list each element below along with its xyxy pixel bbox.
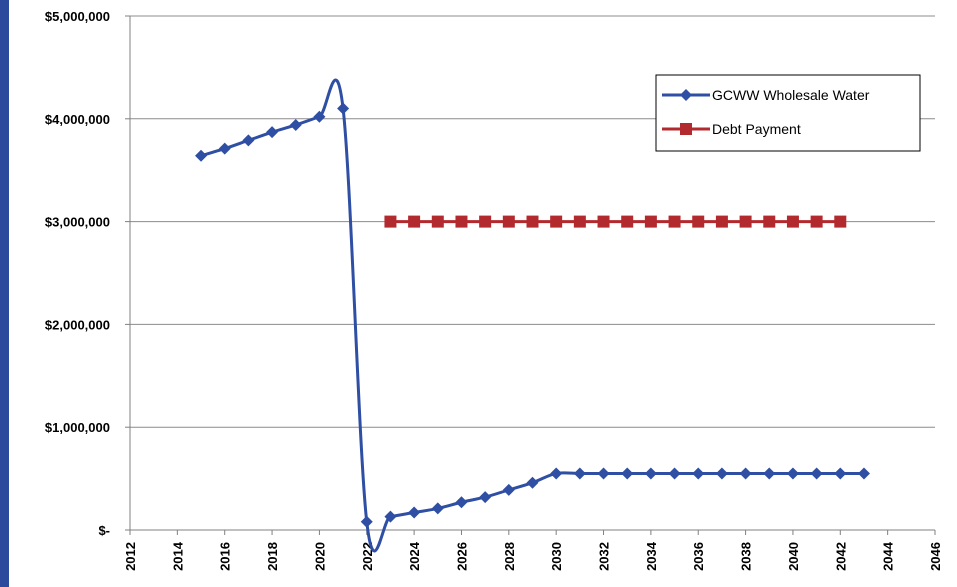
series-layer [195, 78, 870, 553]
data-point-diamond [479, 491, 492, 504]
y-tick-label: $3,000,000 [45, 215, 110, 230]
data-point-diamond [242, 134, 255, 147]
data-point-square [834, 215, 847, 228]
data-point-square [408, 215, 421, 228]
data-point-diamond [644, 467, 657, 480]
data-point-diamond [834, 467, 847, 480]
data-point-diamond [502, 483, 515, 496]
x-tick-label: 2012 [123, 542, 138, 571]
legend-label: GCWW Wholesale Water [712, 87, 870, 103]
data-point-square [692, 215, 705, 228]
legend-label: Debt Payment [712, 121, 801, 137]
data-point-square [550, 215, 563, 228]
x-tick-label: 2024 [407, 541, 422, 571]
data-point-square [384, 215, 397, 228]
y-axis-tick-labels: $- $1,000,000 $2,000,000 $3,000,000 $4,000,0… [45, 9, 110, 538]
y-tick-label: $1,000,000 [45, 420, 110, 435]
data-point-diamond [195, 149, 208, 162]
y-tick-label: $5,000,000 [45, 9, 110, 24]
y-tick-label: $2,000,000 [45, 317, 110, 332]
x-tick-label: 2042 [833, 542, 848, 571]
data-point-diamond [550, 467, 563, 480]
data-point-diamond [763, 467, 776, 480]
x-tick-label: 2030 [549, 542, 564, 571]
legend-box [655, 74, 921, 152]
y-tick-label: $4,000,000 [45, 112, 110, 127]
data-point-diamond [526, 476, 539, 489]
data-point-square [455, 215, 468, 228]
x-tick-label: 2044 [881, 541, 896, 571]
data-point-square [431, 215, 444, 228]
data-point-square [668, 215, 681, 228]
data-point-diamond [455, 496, 468, 509]
data-point-square [786, 215, 799, 228]
data-point-diamond [857, 467, 870, 480]
data-point-diamond [337, 102, 350, 115]
data-point-diamond [266, 126, 279, 139]
data-point-square [502, 215, 515, 228]
legend-item: GCWW Wholesale Water [662, 87, 870, 103]
data-point-diamond [431, 502, 444, 515]
data-point-square [573, 215, 586, 228]
legend: GCWW Wholesale Water Debt Payment [655, 74, 921, 152]
data-point-diamond [573, 467, 586, 480]
x-axis-tick-labels: 2012 2014 2016 2018 2020 2022 2024 2026 2028 2030… [123, 541, 943, 571]
data-point-diamond [597, 467, 610, 480]
series-debt-payment [384, 215, 847, 228]
data-point-diamond [313, 110, 326, 123]
x-tick-label: 2046 [928, 542, 943, 571]
x-tick-label: 2034 [644, 541, 659, 571]
data-point-diamond [218, 142, 231, 155]
x-tick-label: 2026 [454, 542, 469, 571]
data-point-square [479, 215, 492, 228]
data-point-square [810, 215, 823, 228]
x-tick-label: 2016 [218, 542, 233, 571]
legend-swatch-marker [680, 89, 692, 101]
data-point-square [739, 215, 752, 228]
data-point-square [715, 215, 728, 228]
x-tick-label: 2028 [502, 542, 517, 571]
data-point-square [621, 215, 634, 228]
y-tick-label: $- [98, 523, 110, 538]
data-point-diamond [384, 510, 397, 523]
x-tick-label: 2036 [691, 542, 706, 571]
legend-swatch-marker [680, 123, 692, 135]
data-point-diamond [692, 467, 705, 480]
x-tick-label: 2014 [170, 541, 185, 571]
x-tick-label: 2040 [786, 542, 801, 571]
data-point-square [763, 215, 776, 228]
data-point-diamond [289, 118, 302, 131]
x-tick-label: 2032 [597, 542, 612, 571]
axes [125, 15, 936, 535]
left-accent-stripe [0, 0, 9, 587]
data-point-diamond [621, 467, 634, 480]
data-point-square [597, 215, 610, 228]
data-point-diamond [715, 467, 728, 480]
data-point-square [526, 215, 539, 228]
series-gcww-wholesale-water [195, 78, 870, 553]
data-point-diamond [360, 515, 373, 528]
data-point-square [644, 215, 657, 228]
data-point-diamond [408, 506, 421, 519]
data-point-diamond [810, 467, 823, 480]
data-point-diamond [668, 467, 681, 480]
x-tick-label: 2038 [739, 542, 754, 571]
data-point-diamond [786, 467, 799, 480]
x-tick-label: 2020 [312, 542, 327, 571]
legend-item: Debt Payment [662, 121, 801, 137]
x-tick-label: 2018 [265, 542, 280, 571]
data-point-diamond [739, 467, 752, 480]
